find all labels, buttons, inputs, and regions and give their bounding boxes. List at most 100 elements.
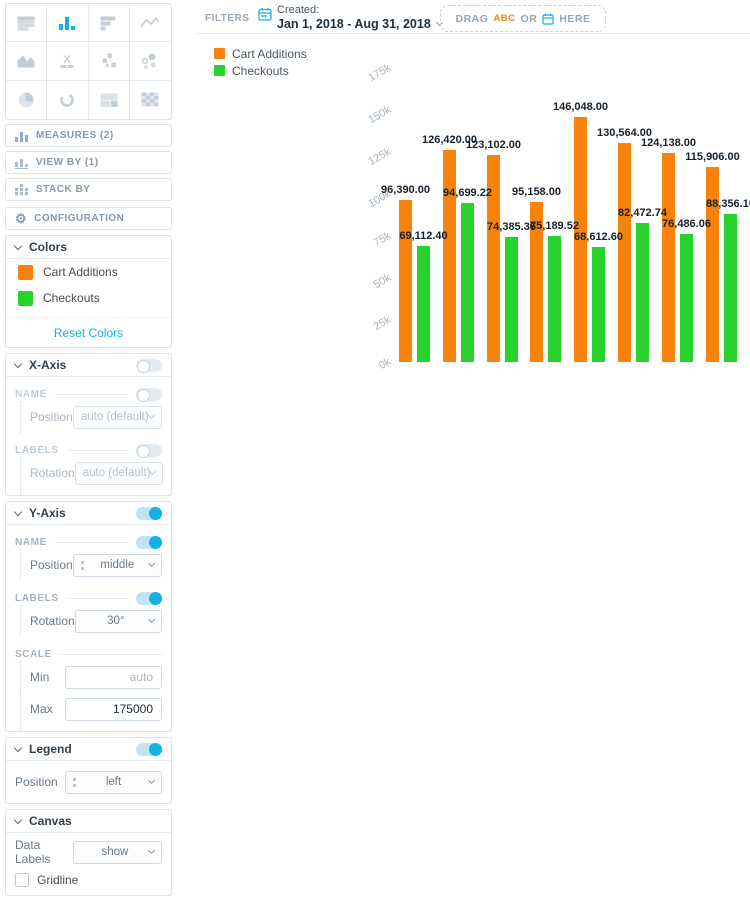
bar-cart-additions-4[interactable] (574, 117, 587, 362)
bar-cart-additions-3[interactable] (530, 202, 543, 362)
y-axis-labels-subsection: LABELS (6, 581, 171, 605)
checkouts-legend-label: Checkouts (232, 63, 289, 78)
x-axis-name-toggle[interactable] (136, 387, 162, 402)
vis-type-column-chart[interactable] (47, 4, 89, 43)
vis-type-line-chart[interactable] (129, 4, 171, 43)
y-axis-tick-label: 100k (366, 187, 393, 211)
svg-text:X: X (64, 54, 72, 66)
gridline-checkbox[interactable] (15, 873, 29, 887)
x-axis-position-label: Position (30, 410, 73, 424)
vis-type-area-chart[interactable] (6, 42, 48, 81)
bucket-view-by[interactable]: VIEW BY (1) (5, 151, 172, 174)
vis-type-table[interactable] (6, 4, 48, 43)
y-axis-rotation-dropdown[interactable]: 30° (74, 609, 162, 633)
section-canvas-header[interactable]: Canvas (6, 810, 171, 833)
section-y-axis-header[interactable]: Y-Axis (6, 502, 171, 525)
color-item-cart-additions[interactable]: Cart Additions (6, 259, 171, 285)
section-y-axis: Y-Axis NAME Position middle (5, 501, 172, 732)
bar-checkouts-1[interactable] (461, 203, 474, 362)
bar-cart-additions-6[interactable] (662, 153, 675, 362)
y-axis-position-dropdown[interactable]: middle (72, 553, 162, 577)
bucket-stack-by[interactable]: STACK BY (5, 178, 172, 201)
bar-checkouts-6[interactable] (680, 234, 693, 362)
bar-cart-additions-7[interactable] (706, 167, 719, 362)
y-axis-max-row: Max (21, 693, 171, 725)
checkouts-swatch[interactable] (18, 290, 33, 306)
donut-chart-icon (60, 93, 75, 107)
section-x-axis-header[interactable]: X-Axis (6, 354, 171, 377)
legend-toggle[interactable] (136, 742, 162, 756)
checkouts-swatch-label: Checkouts (43, 291, 100, 305)
filter-dropzone[interactable]: DRAG ABC OR HERE (440, 5, 606, 32)
x-axis-name-label: NAME (15, 388, 47, 400)
legend-item-checkouts[interactable]: Checkouts (214, 62, 307, 79)
bucket-measures[interactable]: MEASURES (2) (5, 124, 172, 147)
y-axis-position-label: Position (30, 558, 73, 572)
date-filter-value: Jan 1, 2018 - Aug 31, 2018 (277, 17, 431, 31)
x-axis-toggle[interactable] (136, 358, 162, 373)
bar-checkouts-5[interactable] (636, 223, 649, 362)
reset-colors-button[interactable]: Reset Colors (6, 317, 171, 347)
heatmap-icon (141, 92, 159, 107)
visualization-picker: X (5, 3, 172, 120)
bar-checkouts-0[interactable] (417, 246, 430, 362)
vis-type-scatter-plot[interactable] (88, 42, 130, 81)
y-axis-name-toggle[interactable] (136, 535, 162, 549)
vis-type-pie-chart[interactable] (6, 80, 48, 119)
vis-type-headline[interactable]: X (47, 42, 89, 81)
pie-chart-icon (18, 92, 34, 108)
y-axis-labels-toggle[interactable] (136, 591, 162, 605)
section-colors-header[interactable]: Colors (6, 236, 171, 259)
date-filter-button[interactable]: Created: Jan 1, 2018 - Aug 31, 2018 (277, 4, 443, 31)
x-axis-position-dropdown[interactable]: auto (default) (72, 405, 162, 429)
data-labels-label: Data Labels (15, 838, 51, 866)
bucket-stack-by-label: STACK BY (36, 184, 91, 195)
vis-type-heatmap[interactable] (130, 81, 171, 119)
dropzone-or-text: OR (520, 12, 538, 25)
headline-icon: X (60, 54, 74, 68)
section-legend-header[interactable]: Legend (6, 738, 171, 761)
y-axis-max-input[interactable] (65, 697, 162, 721)
color-item-checkouts[interactable]: Checkouts (6, 285, 171, 311)
bar-checkouts-3[interactable] (548, 236, 561, 362)
vis-type-bar-chart[interactable] (88, 4, 130, 43)
x-axis-rotation-dropdown[interactable]: auto (default) (74, 461, 164, 485)
table-icon (17, 16, 35, 31)
y-axis-min-input[interactable] (65, 665, 162, 689)
y-axis-toggle[interactable] (136, 506, 162, 520)
x-axis-labels-toggle[interactable] (136, 443, 162, 458)
configuration-header: ⚙ CONFIGURATION (5, 207, 172, 230)
bar-checkouts-2[interactable] (505, 237, 518, 362)
treemap-icon (100, 93, 118, 107)
data-labels-dropdown[interactable]: show (72, 840, 162, 864)
bar-cart-additions-1[interactable] (443, 150, 456, 362)
cart-additions-swatch-label: Cart Additions (43, 265, 118, 279)
y-axis-tick-label: 125k (366, 145, 393, 169)
bar-checkouts-4[interactable] (592, 247, 605, 362)
section-canvas: Canvas Data Labels show Gridline (5, 809, 172, 896)
y-axis-tick-label: 150k (366, 103, 393, 127)
legend-item-cart-additions[interactable]: Cart Additions (214, 45, 307, 62)
date-filter-attribute: Created: (277, 4, 320, 16)
y-axis-scale-label: SCALE (15, 648, 52, 660)
y-axis-min-label: Min (30, 670, 50, 684)
data-label-cart-additions-2: 123,102.00 (465, 139, 522, 151)
chevron-down-icon (147, 846, 156, 855)
chevron-down-icon (147, 776, 156, 785)
vis-type-treemap[interactable] (89, 80, 130, 119)
vis-type-bubble-chart[interactable] (129, 42, 171, 81)
cart-additions-swatch[interactable] (18, 264, 33, 280)
bar-cart-additions-5[interactable] (618, 143, 631, 362)
x-axis-labels-label: LABELS (15, 444, 59, 456)
bar-cart-additions-0[interactable] (399, 200, 412, 362)
bar-checkouts-7[interactable] (724, 214, 737, 362)
legend-position-dropdown[interactable]: left (65, 770, 162, 794)
section-y-axis-title: Y-Axis (29, 506, 66, 520)
column-chart-icon (59, 16, 76, 30)
y-axis-scale-subsection: SCALE (6, 637, 171, 661)
vis-type-donut-chart[interactable] (47, 80, 89, 119)
chevron-down-icon (13, 241, 23, 250)
bar-cart-additions-2[interactable] (487, 155, 500, 362)
data-label-cart-additions-7: 115,906.00 (685, 151, 740, 163)
